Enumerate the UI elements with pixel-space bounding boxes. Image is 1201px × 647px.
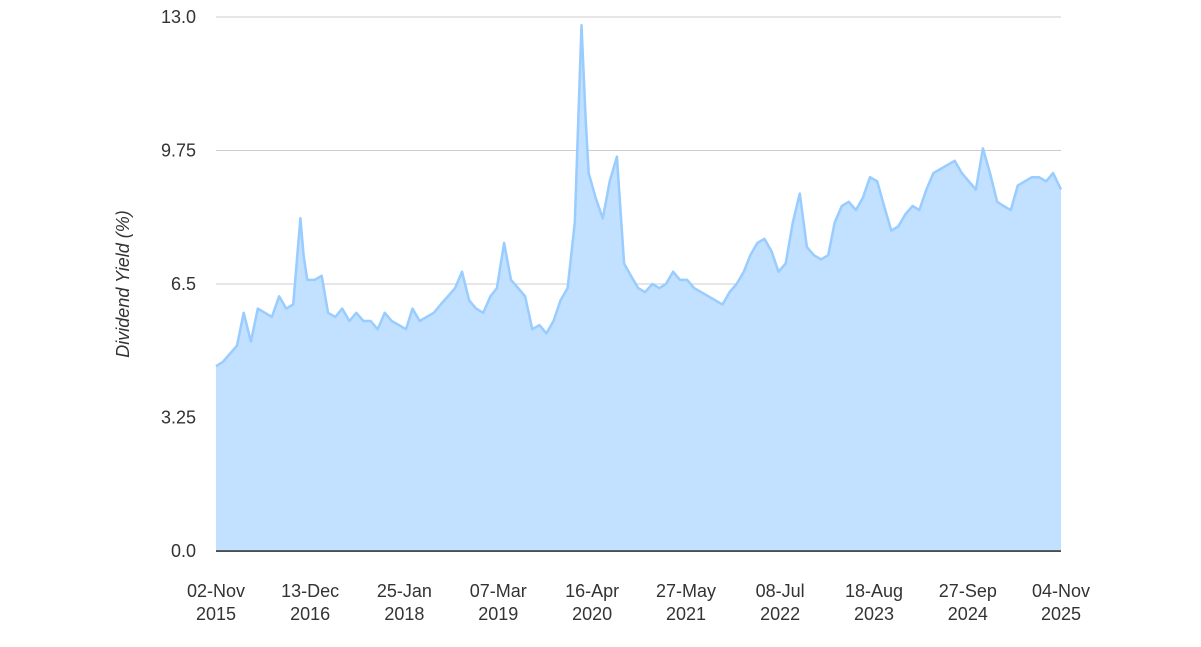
y-tick-label: 3.25	[161, 408, 196, 428]
x-axis-tick-labels: 02-Nov 2015 13-Dec 2016 25-Jan 2018 07-Mar 2019…	[187, 581, 1090, 624]
series-line	[215, 23, 1063, 368]
x-tick-label: 08-Jul 2022	[756, 581, 805, 624]
x-tick-label: 16-Apr 2020	[565, 581, 619, 624]
y-axis-title: Dividend Yield (%)	[113, 210, 133, 357]
y-axis-tick-labels: 0.0 3.25 6.5 9.75 13.0	[161, 7, 196, 561]
x-tick-label: 27-Sep 2024	[939, 581, 997, 624]
x-tick-label: 02-Nov 2015	[187, 581, 245, 624]
y-tick-label: 13.0	[161, 7, 196, 27]
y-tick-label: 9.75	[161, 141, 196, 161]
y-tick-label: 6.5	[171, 274, 196, 294]
series-area-fill	[216, 25, 1061, 551]
x-tick-label: 13-Dec 2016	[281, 581, 339, 624]
x-tick-label: 18-Aug 2023	[845, 581, 903, 624]
y-tick-label: 0.0	[171, 541, 196, 561]
x-tick-label: 27-May 2021	[656, 581, 716, 624]
x-tick-label: 07-Mar 2019	[470, 581, 527, 624]
series-area	[215, 23, 1063, 552]
x-tick-label: 04-Nov 2025	[1032, 581, 1090, 624]
x-tick-label: 25-Jan 2018	[377, 581, 432, 624]
